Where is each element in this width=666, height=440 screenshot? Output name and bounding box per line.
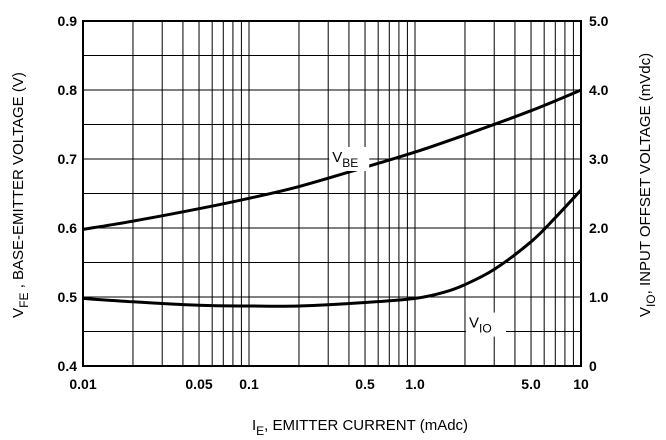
y2-tick-label: 1.0 — [589, 289, 609, 305]
svg-text:VBE: VBE — [332, 149, 358, 170]
y2-tick-label: 2.0 — [589, 220, 609, 236]
x-tick-label: 0.1 — [239, 376, 259, 392]
curve-label-vio: VIO — [465, 312, 506, 337]
y-tick-label: 0.8 — [58, 82, 78, 98]
series-line-vio — [82, 188, 583, 308]
x-tick-label: 1.0 — [405, 376, 425, 392]
y-tick-label: 0.6 — [58, 220, 78, 236]
y-tick-label: 0.5 — [58, 289, 78, 305]
svg-text:VIO: VIO — [469, 315, 492, 336]
y2-tick-label: 4.0 — [589, 82, 609, 98]
y2-tick-label: 0 — [589, 358, 597, 374]
tick-labels: 0.01 0.05 0.1 0.5 1.0 5.0 10 0.4 0.5 0.6 0.7 0.8 0.9… — [58, 13, 609, 392]
y2-tick-label: 3.0 — [589, 151, 609, 167]
y2-tick-label: 5.0 — [589, 13, 609, 29]
x-tick-label: 0.01 — [69, 376, 96, 392]
x-tick-label: 5.0 — [521, 376, 541, 392]
curves — [82, 88, 583, 308]
y-axis-label: VFE , BASE-EMITTER VOLTAGE (V) — [10, 72, 31, 318]
x-axis-label: IE, EMITTER CURRENT (mAdc) — [252, 417, 468, 438]
y2-axis-label: VIO, INPUT OFFSET VOLTAGE (mVdc) — [637, 53, 658, 317]
x-tick-label: 10 — [573, 376, 589, 392]
series-line-vbe — [82, 88, 582, 231]
curve-label-vbe: VBE — [329, 147, 370, 171]
plot-frame — [82, 20, 582, 367]
y-tick-label: 0.4 — [58, 358, 78, 374]
grid — [83, 21, 581, 366]
x-tick-label: 0.5 — [355, 376, 375, 392]
y-tick-label: 0.9 — [58, 13, 78, 29]
x-tick-label: 0.05 — [185, 376, 212, 392]
y-tick-label: 0.7 — [58, 151, 78, 167]
